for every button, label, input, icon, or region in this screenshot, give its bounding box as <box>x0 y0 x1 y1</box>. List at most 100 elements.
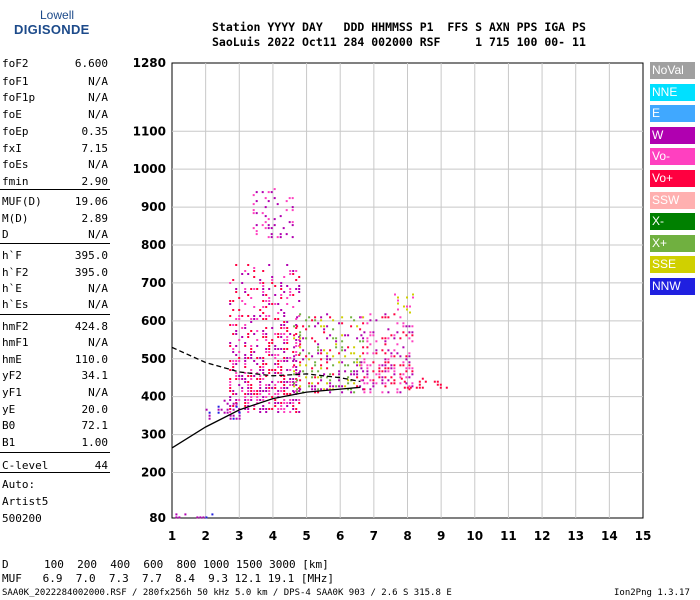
echo-point <box>244 324 247 326</box>
echo-point <box>250 354 253 356</box>
x-tick-label: 8 <box>403 529 411 543</box>
echo-point <box>399 373 402 376</box>
echo-point <box>259 366 262 368</box>
echo-point <box>433 380 436 383</box>
header-columns: Station YYYY DAY DDD HHMMSS P1 FFS S AXN… <box>212 20 586 34</box>
echo-point <box>274 285 277 287</box>
echo-point <box>299 331 302 334</box>
echo-point <box>335 385 338 388</box>
echo-point <box>411 370 414 373</box>
echo-point <box>280 294 283 296</box>
echo-point <box>196 516 199 519</box>
echo-point <box>238 408 241 410</box>
echo-point <box>329 388 332 391</box>
echo-point <box>279 233 282 236</box>
echo-point <box>238 399 241 401</box>
echo-point <box>247 405 250 407</box>
echo-point <box>299 343 302 346</box>
echo-point <box>381 316 384 319</box>
echo-point <box>271 342 274 344</box>
echo-point <box>359 316 362 319</box>
echo-point <box>277 312 280 314</box>
echo-point <box>256 330 259 332</box>
param-value: 7.15 <box>81 142 109 155</box>
echo-point <box>232 324 235 326</box>
echo-point <box>289 381 292 383</box>
param-row: MUF(D) 19.06 <box>2 195 108 211</box>
echo-point <box>277 360 280 362</box>
echo-point <box>311 337 314 340</box>
echo-point <box>259 387 262 389</box>
echo-point <box>295 384 298 386</box>
echo-point <box>283 327 286 329</box>
echo-point <box>363 382 366 385</box>
parameter-panel: foF2 6.600 foF1 N/A foF1p N/A foE N/A foEp 0.35 fx… <box>0 0 112 600</box>
echo-point <box>223 399 226 402</box>
echo-point <box>280 348 283 350</box>
echo-point <box>244 363 247 365</box>
echo-point <box>366 346 369 349</box>
echo-point <box>273 188 276 191</box>
echo-point <box>286 393 289 395</box>
y-tick-label: 1280 <box>133 56 166 70</box>
echo-point <box>305 364 308 367</box>
echo-point <box>283 387 286 389</box>
echo-point <box>350 388 353 391</box>
echo-point <box>323 325 326 328</box>
echo-point <box>362 337 365 340</box>
echo-point <box>259 378 262 380</box>
echo-point <box>411 373 414 376</box>
echo-point <box>350 391 353 394</box>
param-row: h`Es N/A <box>2 298 108 314</box>
echo-point <box>375 349 378 352</box>
echo-point <box>293 358 296 361</box>
echo-point <box>244 405 247 407</box>
echo-point <box>255 212 258 215</box>
echo-point <box>253 375 256 377</box>
echo-point <box>293 382 296 385</box>
echo-point <box>415 386 418 389</box>
echo-point <box>372 379 375 382</box>
echo-point <box>344 355 347 358</box>
echo-point <box>199 516 202 519</box>
echo-point <box>298 399 301 401</box>
echo-point <box>244 378 247 380</box>
echo-point <box>244 303 247 305</box>
echo-point <box>317 376 320 379</box>
echo-point <box>302 358 305 361</box>
echo-point <box>259 384 262 386</box>
param-row: yE 20.0 <box>2 403 108 419</box>
echo-point <box>229 282 232 284</box>
param-row: M(D) 2.89 <box>2 212 108 228</box>
echo-point <box>274 384 277 386</box>
echo-point <box>265 348 268 350</box>
echo-point <box>399 316 402 319</box>
echo-point <box>235 378 238 380</box>
echo-point <box>262 399 265 401</box>
echo-point <box>424 380 427 383</box>
param-name: yF1 <box>2 386 22 399</box>
echo-point <box>295 411 298 413</box>
param-name: hmF1 <box>2 336 29 349</box>
echo-point <box>235 324 238 326</box>
footer-version: Ion2Png 1.3.17 <box>614 588 690 598</box>
echo-point <box>387 328 390 331</box>
echo-point <box>405 367 408 370</box>
echo-point <box>286 327 289 329</box>
echo-point <box>286 369 289 371</box>
echo-point <box>411 382 414 385</box>
echo-point <box>329 382 332 385</box>
echo-point <box>390 376 393 379</box>
echo-point <box>283 381 286 383</box>
echo-point <box>399 364 402 367</box>
echo-point <box>252 203 255 206</box>
echo-point <box>372 352 375 355</box>
echo-point <box>295 270 298 272</box>
param-name: foEs <box>2 158 29 171</box>
y-tick-label: 800 <box>141 238 166 252</box>
echo-point <box>232 417 235 420</box>
echo-point <box>335 343 338 346</box>
echo-point <box>295 372 298 374</box>
echo-point <box>293 385 296 388</box>
echo-point <box>217 405 220 408</box>
